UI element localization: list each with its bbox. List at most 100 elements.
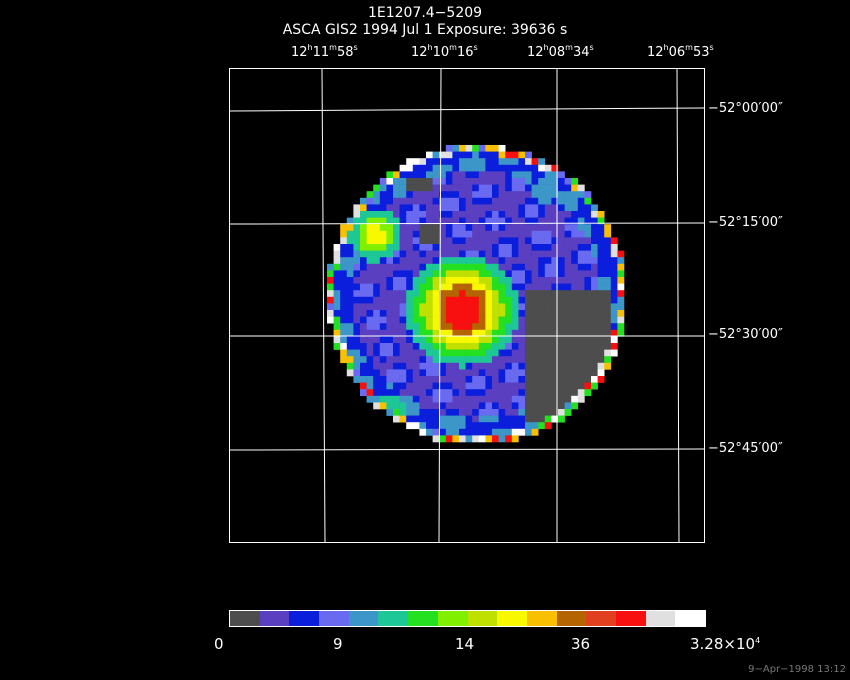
image-pixel (360, 382, 367, 390)
image-pixel (445, 428, 453, 436)
image-pixel (452, 217, 460, 225)
image-pixel (373, 343, 381, 350)
image-pixel (472, 349, 480, 357)
image-pixel (373, 263, 381, 271)
image-pixel (366, 336, 374, 344)
image-pixel (412, 184, 420, 192)
image-pixel (492, 316, 499, 324)
image-pixel (571, 257, 579, 265)
image-pixel (406, 277, 414, 284)
image-pixel (577, 257, 585, 265)
image-pixel (505, 257, 513, 265)
image-pixel (518, 217, 526, 225)
image-pixel (564, 310, 572, 317)
image-pixel (472, 336, 480, 344)
image-pixel (472, 389, 480, 397)
image-pixel (419, 217, 427, 225)
image-pixel (459, 230, 466, 238)
image-pixel (597, 329, 605, 337)
image-pixel (393, 217, 400, 225)
image-pixel (426, 204, 433, 212)
image-pixel (492, 164, 499, 172)
image-pixel (551, 178, 559, 185)
image-pixel (597, 244, 605, 251)
image-pixel (584, 197, 592, 205)
image-pixel (518, 316, 526, 324)
image-pixel (439, 435, 447, 443)
image-pixel (360, 230, 367, 238)
image-pixel (406, 224, 414, 232)
image-pixel (340, 310, 348, 317)
image-pixel (386, 250, 394, 258)
image-pixel (511, 336, 519, 344)
image-pixel (518, 184, 526, 192)
image-pixel (452, 237, 460, 245)
image-pixel (353, 310, 361, 317)
image-pixel (366, 303, 374, 311)
image-pixel (525, 211, 532, 218)
image-pixel (610, 296, 618, 304)
image-pixel (412, 323, 420, 331)
colorbar-swatch (497, 611, 527, 626)
image-pixel (571, 184, 579, 192)
image-pixel (505, 296, 513, 304)
image-pixel (465, 296, 473, 304)
image-pixel (346, 237, 354, 245)
image-pixel (445, 257, 453, 265)
image-pixel (604, 362, 612, 370)
image-pixel (340, 329, 348, 337)
image-pixel (525, 415, 532, 423)
image-pixel (399, 263, 407, 271)
image-pixel (373, 197, 381, 205)
image-pixel (366, 369, 374, 377)
image-pixel (412, 217, 420, 225)
image-pixel (478, 257, 486, 265)
image-pixel (445, 382, 453, 390)
image-pixel (485, 369, 493, 377)
image-pixel (393, 211, 400, 218)
dec-label-1: −52°00′00″ (708, 101, 783, 116)
image-pixel (518, 158, 526, 166)
image-pixel (518, 323, 526, 331)
image-pixel (360, 237, 367, 245)
image-pixel (459, 151, 466, 159)
image-pixel (452, 263, 460, 271)
image-pixel (610, 263, 618, 271)
image-pixel (386, 237, 394, 245)
image-pixel (379, 250, 387, 258)
image-pixel (610, 316, 618, 324)
image-pixel (366, 349, 374, 357)
image-pixel (505, 349, 513, 357)
image-pixel (459, 178, 466, 185)
image-pixel (564, 323, 572, 331)
image-pixel (459, 402, 466, 410)
image-pixel (538, 409, 546, 416)
image-pixel (485, 217, 493, 225)
image-pixel (564, 263, 572, 271)
image-pixel (604, 336, 612, 344)
image-pixel (584, 382, 592, 390)
image-pixel (406, 230, 414, 238)
image-pixel (531, 402, 539, 410)
image-pixel (558, 336, 565, 344)
image-pixel (505, 409, 513, 416)
image-pixel (538, 277, 546, 284)
image-pixel (432, 329, 440, 337)
image-pixel (406, 415, 414, 423)
image-pixel (412, 409, 420, 416)
ra-label-4: 12h06m53s (647, 43, 714, 61)
image-pixel (564, 362, 572, 370)
image-pixel (558, 382, 565, 390)
image-pixel (373, 290, 381, 298)
image-pixel (505, 435, 513, 443)
image-pixel (498, 356, 506, 364)
image-pixel (412, 283, 420, 291)
image-pixel (399, 369, 407, 377)
image-pixel (518, 151, 526, 159)
image-pixel (492, 369, 499, 377)
image-pixel (492, 343, 499, 350)
image-pixel (551, 303, 559, 311)
image-pixel (511, 158, 519, 166)
image-pixel (426, 369, 433, 377)
image-pixel (445, 237, 453, 245)
